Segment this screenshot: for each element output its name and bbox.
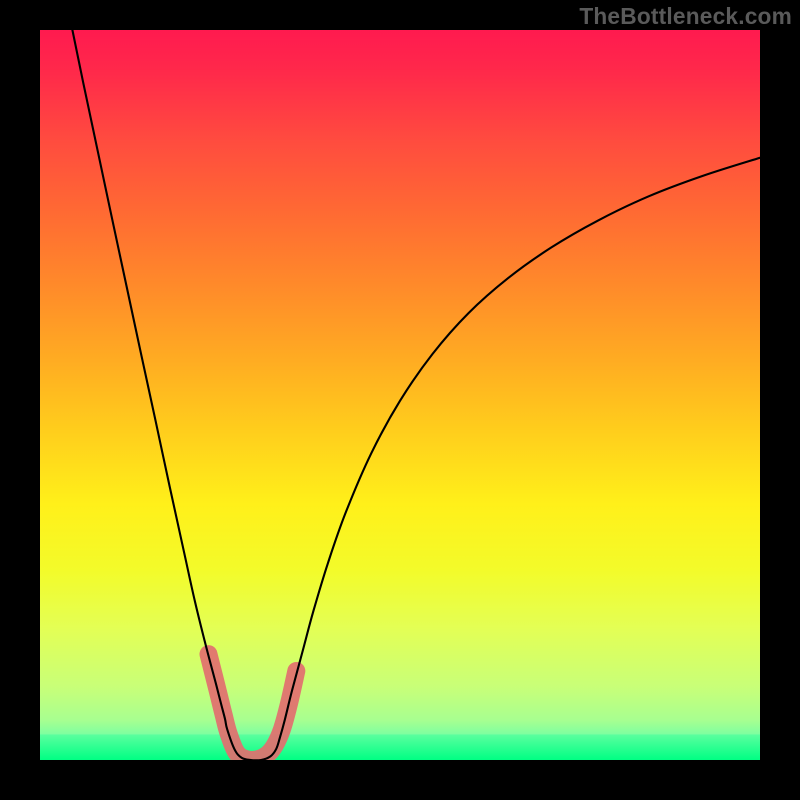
plot-background — [40, 30, 760, 760]
baseline-green-band — [40, 734, 760, 760]
chart-canvas — [0, 0, 800, 800]
watermark-text: TheBottleneck.com — [579, 3, 792, 30]
